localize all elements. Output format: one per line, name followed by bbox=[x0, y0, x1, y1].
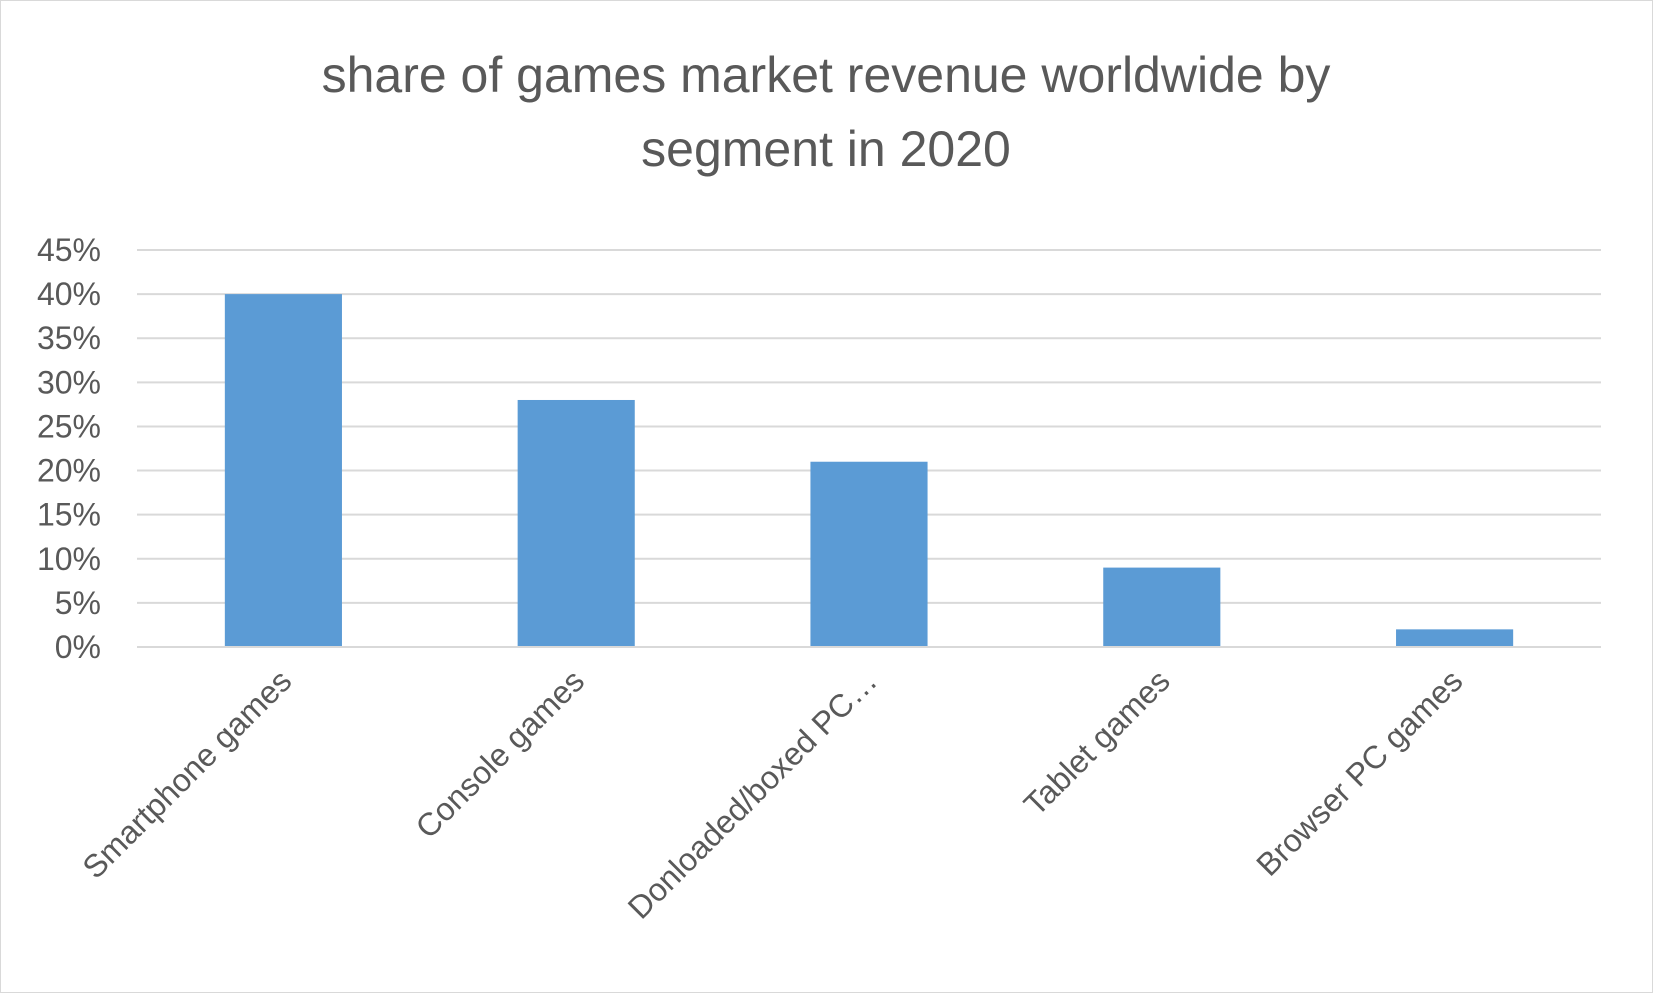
x-tick-label: Console games bbox=[408, 662, 591, 845]
x-tick-label: Browser PC games bbox=[1249, 662, 1469, 882]
bar bbox=[224, 294, 342, 647]
y-axis-ticks: 0% 5% 10% 15% 20% 25% 30% 35% 40% 45% bbox=[37, 232, 101, 665]
chart-title-line-2: segment in 2020 bbox=[641, 121, 1011, 177]
bar bbox=[517, 399, 635, 647]
y-tick-label: 40% bbox=[37, 276, 101, 312]
y-tick-label: 45% bbox=[37, 232, 101, 268]
bar bbox=[810, 461, 928, 647]
y-tick-label: 15% bbox=[37, 497, 101, 533]
bar bbox=[1396, 629, 1514, 647]
bars bbox=[224, 294, 1514, 647]
x-tick-label: Tablet games bbox=[1017, 662, 1177, 822]
chart-title: share of games market revenue worldwide … bbox=[322, 47, 1331, 177]
y-tick-label: 30% bbox=[37, 364, 101, 400]
y-tick-label: 20% bbox=[37, 453, 101, 489]
x-axis-labels: Smartphone games Console games Donloaded/b… bbox=[75, 662, 1469, 925]
y-tick-label: 35% bbox=[37, 320, 101, 356]
bar bbox=[1103, 567, 1221, 647]
y-tick-label: 10% bbox=[37, 541, 101, 577]
gridlines bbox=[137, 249, 1601, 604]
y-tick-label: 5% bbox=[55, 585, 101, 621]
y-tick-label: 0% bbox=[55, 629, 101, 665]
chart-title-line-1: share of games market revenue worldwide … bbox=[322, 47, 1331, 103]
x-tick-label: Donloaded/boxed PC… bbox=[621, 662, 884, 925]
y-tick-label: 25% bbox=[37, 408, 101, 444]
x-tick-label: Smartphone games bbox=[75, 662, 298, 885]
